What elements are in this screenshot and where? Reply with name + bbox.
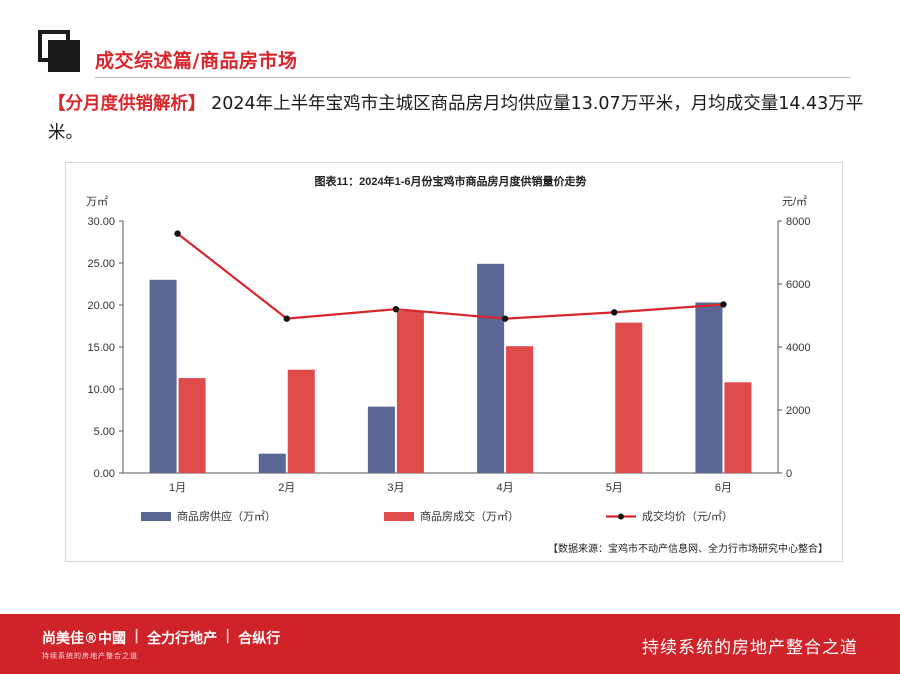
supply-bar: [367, 406, 395, 473]
footer-brand-3: 合纵行: [238, 631, 281, 647]
left-tick-label: 5.00: [94, 426, 115, 438]
price-point: [611, 309, 618, 316]
left-axis-unit: 万㎡: [86, 195, 108, 208]
x-tick-label: 6月: [715, 482, 732, 494]
supply-bar: [149, 279, 177, 473]
footer-separator: |: [134, 628, 140, 644]
right-tick-label: 4000: [786, 342, 810, 354]
intro-tag: 【分月度供销解析】: [48, 94, 206, 114]
x-tick-label: 2月: [278, 482, 295, 494]
left-tick-label: 25.00: [87, 258, 115, 270]
footer-slogan: 持续系统的房地产整合之道: [642, 638, 858, 658]
price-point: [283, 315, 290, 322]
logo-square-filled: [48, 40, 80, 72]
footer-bar: 尚美佳®中國 | 全力行地产 | 合纵行 持续系统的房地产整合之道 持续系统的房…: [0, 614, 900, 674]
legend-point-swatch: [618, 513, 624, 520]
deal-bar: [178, 378, 206, 473]
legend-label: 商品房供应（万㎡）: [177, 509, 276, 523]
chart-panel: 图表11：2024年1-6月份宝鸡市商品房月度供销量价走势万㎡ 元/㎡ 0.00 5.…: [65, 162, 843, 562]
left-tick-label: 30.00: [87, 216, 115, 228]
x-tick-label: 3月: [387, 482, 404, 494]
left-tick-label: 0.00: [94, 468, 115, 480]
right-tick-label: 2000: [786, 405, 810, 417]
title-divider: [95, 77, 850, 78]
intro-text: 2024年上半年宝鸡市主城区商品房月均供应量13.07万平米，月均成交量14.4…: [48, 94, 864, 143]
price-point: [720, 301, 727, 308]
supply-bar: [695, 302, 723, 473]
x-tick-label: 4月: [497, 482, 514, 494]
right-tick-label: 6000: [786, 279, 810, 291]
deal-bar: [724, 382, 752, 473]
legend-label: 成交均价（元/㎡）: [642, 509, 733, 523]
legend-label: 商品房成交（万㎡）: [420, 509, 519, 523]
legend-swatch: [141, 512, 171, 521]
right-tick-label: 0: [786, 468, 792, 480]
deal-bar: [287, 369, 315, 473]
x-tick-label: 1月: [169, 482, 186, 494]
chart-title: 图表11：2024年1-6月份宝鸡市商品房月度供销量价走势: [315, 174, 587, 188]
source-note: 【数据来源：宝鸡市不动产信息网、全力行市场研究中心整合】: [548, 542, 828, 555]
deal-bar: [396, 310, 424, 473]
intro-paragraph: 【分月度供销解析】 2024年上半年宝鸡市主城区商品房月均供应量13.07万平米…: [48, 90, 868, 148]
supply-bar: [477, 263, 505, 473]
x-tick-label: 5月: [606, 482, 623, 494]
deal-bar: [506, 346, 534, 473]
footer-subtext: 持续系统的房地产整合之道: [42, 652, 138, 660]
footer-brand-1: 尚美佳®中國: [42, 631, 126, 647]
price-point: [392, 306, 400, 313]
price-point: [501, 315, 509, 322]
left-tick-label: 10.00: [87, 384, 115, 396]
supply-bar: [258, 453, 286, 473]
price-point: [174, 230, 181, 237]
left-tick-label: 20.00: [87, 300, 115, 312]
footer-brand-2: 全力行地产: [147, 631, 218, 647]
right-tick-label: 8000: [786, 216, 810, 228]
price-line: [176, 232, 724, 320]
left-tick-label: 15.00: [87, 342, 115, 354]
deal-bar: [615, 322, 643, 473]
page-title: 成交综述篇/商品房市场: [95, 50, 298, 72]
footer-brand: 尚美佳®中國 | 全力行地产 | 合纵行: [42, 628, 280, 648]
brand-logo: [38, 30, 80, 72]
footer-separator: |: [225, 628, 231, 644]
legend-swatch: [384, 512, 414, 521]
right-axis-unit: 元/㎡: [782, 195, 807, 208]
